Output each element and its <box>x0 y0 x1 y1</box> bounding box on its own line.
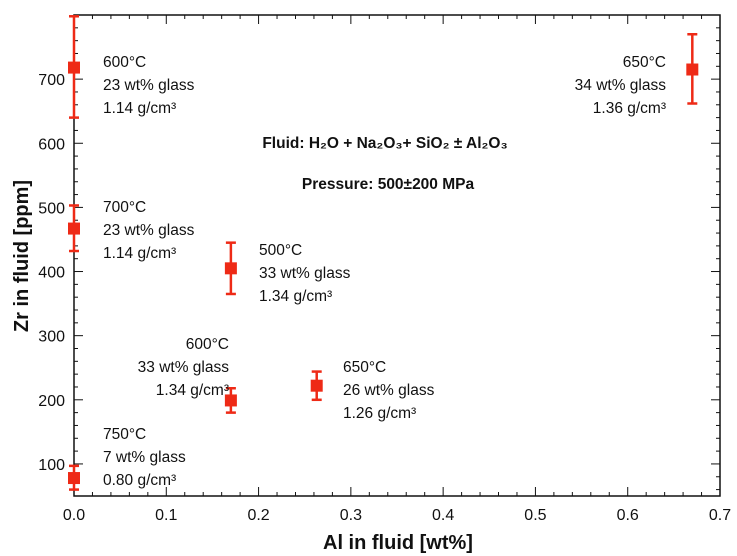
point-annotation-line: 0.80 g/cm³ <box>103 472 176 489</box>
title-line-1: Fluid: H₂O + Na₂O₃+ SiO₂ ± Al₂O₃ <box>262 135 507 152</box>
x-tick-label: 0.6 <box>617 507 639 524</box>
point-annotation-line: 600°C <box>186 336 229 353</box>
x-tick-label: 0.5 <box>524 507 546 524</box>
data-series <box>68 15 699 491</box>
y-tick-label: 600 <box>38 136 65 153</box>
point-annotation-line: 1.36 g/cm³ <box>593 100 666 117</box>
x-tick-label: 0.7 <box>709 507 731 524</box>
point-annotation-line: 650°C <box>623 54 666 71</box>
point-annotation-line: 33 wt% glass <box>259 265 351 282</box>
x-tick-label: 0.2 <box>247 507 269 524</box>
data-point <box>686 63 699 76</box>
data-point <box>68 61 80 74</box>
point-annotation-line: 23 wt% glass <box>103 222 195 239</box>
point-annotation-line: 34 wt% glass <box>575 77 667 94</box>
point-annotation-line: 1.26 g/cm³ <box>343 405 416 422</box>
point-annotation-line: 23 wt% glass <box>103 77 195 94</box>
y-tick-label: 100 <box>38 457 65 474</box>
annotation-group: 600°C 23 wt% glass 1.14 g/cm³ 700°C 23 wt% g… <box>103 54 666 489</box>
point-annotation-line: 600°C <box>103 54 146 71</box>
tick-group: 0.0 0.1 0.2 0.3 0.4 0.5 0.6 0.7 100 200 300 400 500 6… <box>38 14 731 524</box>
plot-area <box>73 14 721 497</box>
y-tick-label: 200 <box>38 393 65 410</box>
y-tick-label: 300 <box>38 329 65 346</box>
x-tick-label: 0.3 <box>340 507 362 524</box>
title-line-2: Pressure: 500±200 MPa <box>302 176 475 193</box>
point-annotation-line: 1.34 g/cm³ <box>259 288 332 305</box>
y-tick-label: 700 <box>38 72 65 89</box>
point-annotation-line: 33 wt% glass <box>138 359 230 376</box>
x-axis-label: Al in fluid [wt%] <box>323 532 473 554</box>
point-annotation-line: 7 wt% glass <box>103 449 186 466</box>
point-annotation-line: 1.14 g/cm³ <box>103 245 176 262</box>
data-point <box>68 472 80 485</box>
x-tick-label: 0.0 <box>63 507 85 524</box>
data-point <box>224 394 237 407</box>
point-annotation-line: 1.14 g/cm³ <box>103 100 176 117</box>
point-annotation-line: 650°C <box>343 359 386 376</box>
point-annotation-line: 26 wt% glass <box>343 382 435 399</box>
data-point <box>68 222 80 235</box>
y-axis-label: Zr in fluid [ppm] <box>11 180 33 332</box>
point-annotation-line: 700°C <box>103 199 146 216</box>
y-tick-label: 500 <box>38 200 65 217</box>
y-tick-label: 400 <box>38 265 65 282</box>
point-annotation-line: 500°C <box>259 242 302 259</box>
data-point <box>224 262 237 275</box>
point-annotation-line: 1.34 g/cm³ <box>156 382 229 399</box>
x-tick-label: 0.1 <box>155 507 177 524</box>
point-annotation-line: 750°C <box>103 426 146 443</box>
data-point <box>310 379 323 392</box>
x-tick-label: 0.4 <box>432 507 454 524</box>
